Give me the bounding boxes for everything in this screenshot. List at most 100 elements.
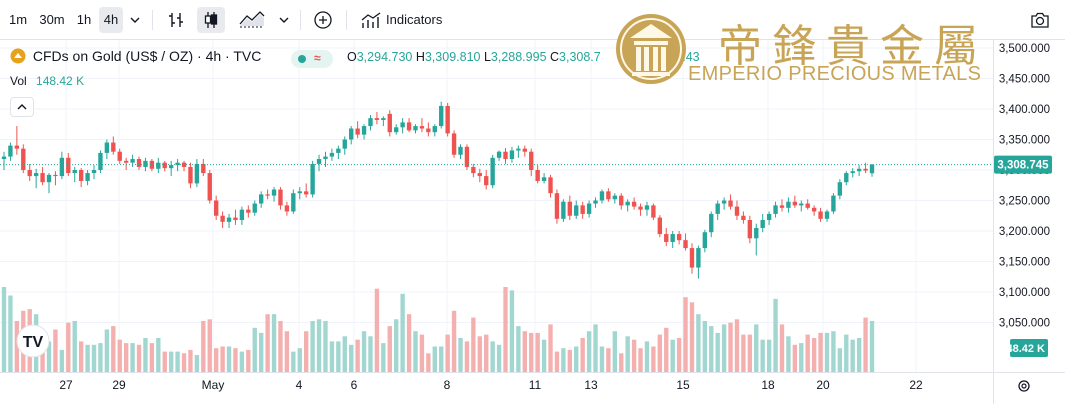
volume-bar	[387, 326, 392, 372]
volume-bar	[586, 331, 592, 372]
candle-body	[40, 173, 45, 183]
candle-body	[484, 176, 489, 186]
volume-bar	[66, 322, 71, 372]
candle-body	[304, 191, 309, 195]
candle-body	[786, 201, 791, 208]
volume-bar	[766, 339, 772, 372]
candle-body	[85, 173, 90, 181]
y-tick-label: 3,100.000	[999, 287, 1050, 299]
indicators-button[interactable]: Indicators	[356, 7, 456, 33]
candle-body	[811, 207, 817, 212]
candle-body	[156, 162, 161, 169]
volume-bar	[831, 331, 836, 372]
candle-body	[21, 148, 26, 170]
candle-body	[201, 163, 206, 174]
volume-bar	[593, 324, 598, 372]
snapshot-button[interactable]	[1026, 7, 1054, 33]
volume-bar	[123, 343, 129, 372]
volume-bar	[779, 324, 785, 372]
candle-body	[766, 213, 772, 221]
gear-icon[interactable]	[1018, 380, 1030, 392]
candle-body	[631, 201, 637, 207]
volume-bar	[284, 331, 290, 372]
volume-bar	[175, 351, 180, 372]
volume-bar	[213, 348, 219, 372]
high-value: 3,309.810	[424, 50, 481, 64]
interval-1h-button[interactable]: 1h	[76, 12, 92, 27]
volume-bar	[297, 348, 302, 372]
volume-bar	[271, 314, 277, 372]
candle-body	[111, 142, 116, 152]
candle-body	[419, 126, 425, 129]
candle-body	[754, 227, 759, 239]
candle-body	[824, 211, 830, 219]
close-value: 3,308.7	[559, 50, 601, 64]
interval-30m-button[interactable]: 30m	[39, 12, 65, 27]
price-chart[interactable]: 3,500.000 3,450.000 3,400.000 3,350.000 3,30…	[0, 40, 1065, 404]
last-price-label: 3,308.745	[997, 160, 1049, 172]
candle-body	[394, 127, 399, 133]
volume-bar	[754, 324, 759, 372]
candle-body	[329, 152, 335, 157]
y-tick-label: 3,050.000	[999, 318, 1050, 330]
volume-bar	[207, 319, 212, 372]
gold-symbol-icon	[10, 48, 26, 64]
candle-body	[792, 201, 798, 206]
volume-bar	[760, 339, 765, 372]
volume-bar	[149, 343, 155, 372]
ohlc-values: O3,294.730 H3,309.810 L3,288.995 C3,308.…	[347, 50, 601, 64]
volume-bar	[458, 338, 463, 372]
volume-bar	[664, 327, 669, 372]
volume-legend: Vol 148.42 K	[10, 74, 84, 88]
candle-body	[529, 151, 534, 170]
candle-body	[574, 205, 579, 216]
legend-row: CFDs on Gold (US$ / OZ) · 4h · TVC	[10, 48, 261, 68]
candle-body	[844, 173, 849, 183]
volume-bar	[361, 331, 367, 372]
volume-bar	[265, 314, 270, 372]
area-type-button[interactable]	[236, 7, 268, 33]
interval-dropdown-button[interactable]	[125, 7, 145, 33]
volume-bar	[130, 343, 135, 372]
x-tick-label: 22	[909, 378, 923, 392]
x-tick-label: 4	[296, 378, 303, 392]
volume-bar	[220, 346, 225, 372]
logo-chinese-text: 帝鋒貴金屬	[718, 21, 988, 72]
time-axis[interactable]: 27 29 May 4 6 8 11 13 15 18 20 22	[59, 378, 923, 392]
volume-bar	[625, 336, 630, 372]
candle-body	[599, 191, 605, 201]
volume-bar	[349, 344, 354, 372]
compare-symbol-button[interactable]	[310, 7, 336, 33]
volume-bar	[233, 348, 238, 372]
x-tick-label: 8	[444, 378, 451, 392]
market-status-chip[interactable]: ≈	[291, 50, 333, 68]
candle-body	[464, 146, 470, 167]
candle-body	[612, 195, 618, 200]
volume-bar	[715, 332, 720, 372]
candle-body	[831, 195, 836, 212]
symbol-title[interactable]: CFDs on Gold (US$ / OZ) · 4h · TVC	[32, 48, 262, 64]
candle-body	[149, 160, 155, 169]
candle-body	[78, 170, 84, 181]
collapse-legend-button[interactable]	[10, 97, 34, 117]
volume-bar	[721, 324, 727, 372]
volume-bar	[394, 319, 399, 372]
candle-body	[342, 139, 347, 149]
candle-body	[747, 220, 753, 239]
price-axis[interactable]: 3,500.000 3,450.000 3,400.000 3,350.000 3,30…	[999, 43, 1050, 330]
interval-4h-button[interactable]: 4h	[99, 7, 123, 33]
volume-bar	[863, 317, 868, 372]
volume-bar	[168, 351, 174, 372]
volume-bar	[529, 332, 534, 372]
candle-body	[297, 191, 302, 194]
bar-type-button[interactable]	[162, 7, 190, 33]
chart-type-dropdown-button[interactable]	[274, 7, 294, 33]
volume-bar	[850, 339, 855, 372]
candle-body	[760, 220, 765, 228]
candle-body	[278, 189, 283, 206]
candle-body	[181, 162, 187, 167]
candle-body	[316, 159, 322, 164]
candle-body	[471, 166, 476, 174]
interval-1m-button[interactable]: 1m	[8, 12, 28, 27]
candles-type-button[interactable]	[197, 7, 225, 33]
